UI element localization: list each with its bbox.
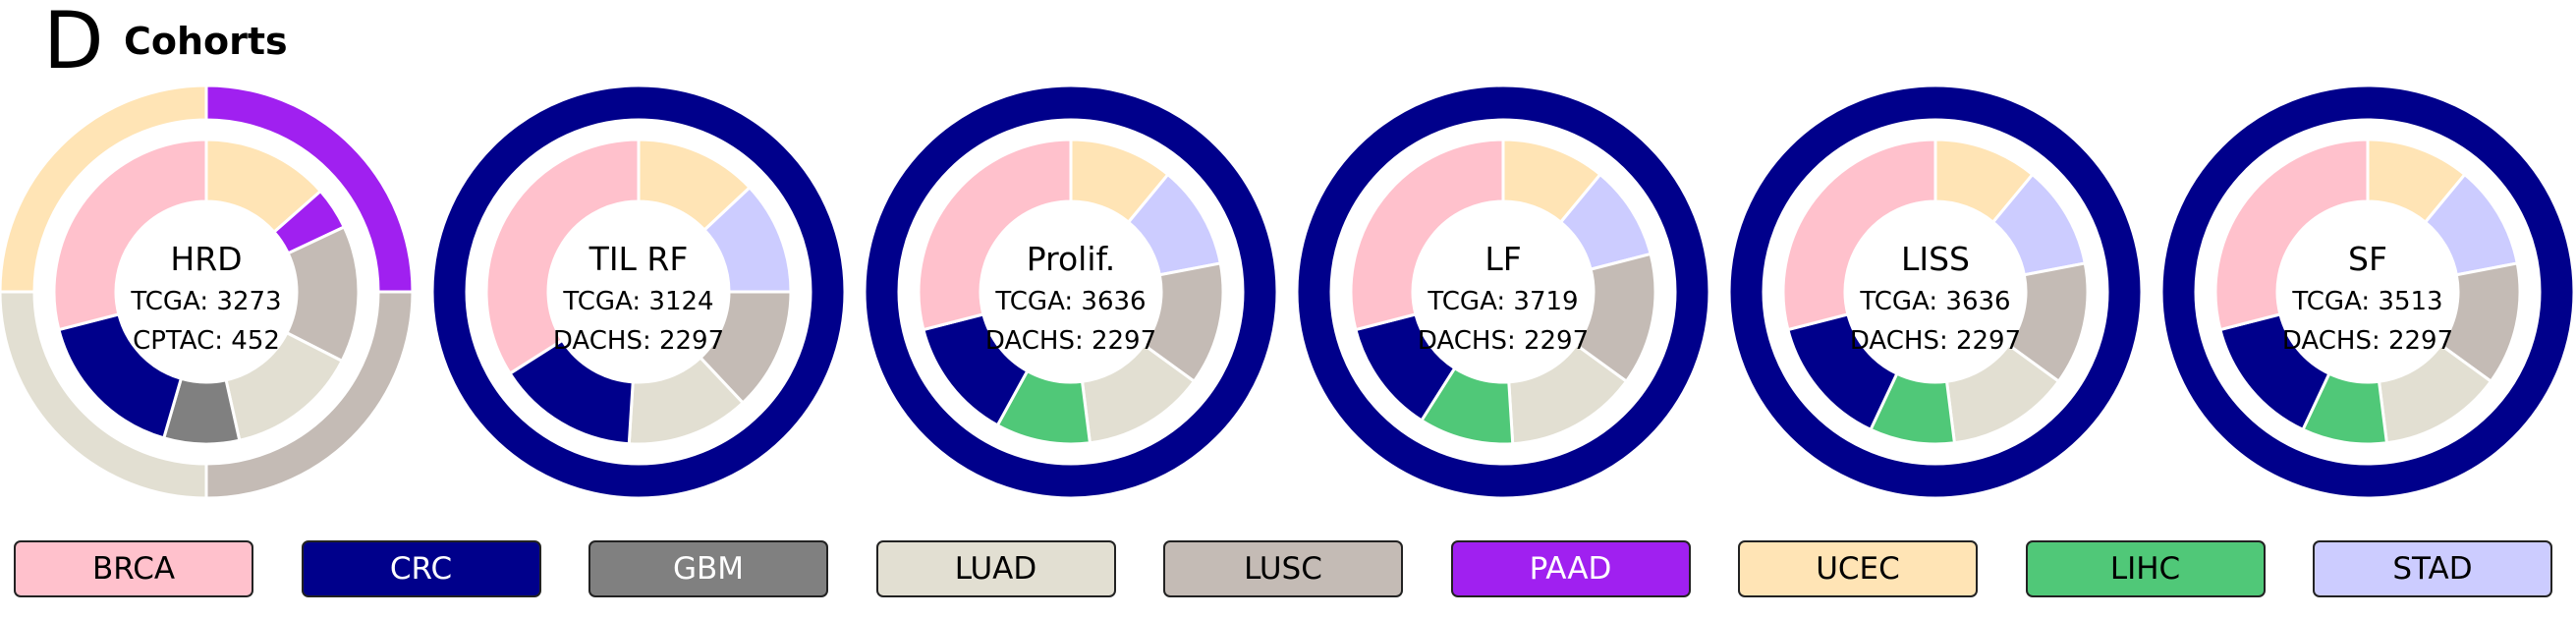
- outer-slice-crc: [1727, 84, 2144, 500]
- inner-slice-brca: [2213, 138, 2370, 332]
- cohort-count: DACHS: 2297: [2282, 326, 2453, 356]
- donut-title: Prolif.: [1027, 240, 1115, 278]
- legend-item-luad: LUAD: [875, 540, 1116, 597]
- panel-title: Cohorts: [124, 20, 288, 63]
- donut-chart-3: Prolif. TCGA: 3636 DACHS: 2297: [863, 84, 1279, 500]
- cohort-count: CPTAC: 452: [133, 326, 280, 356]
- cohort-count: TCGA: 3719: [1427, 287, 1578, 316]
- donut-chart-1: HRD TCGA: 3273 CPTAC: 452: [0, 84, 415, 500]
- donut-title: SF: [2348, 240, 2387, 278]
- outer-slice-crc: [863, 84, 1279, 500]
- cohort-count: DACHS: 2297: [1850, 326, 2021, 356]
- inner-slice-brca: [1349, 138, 1505, 332]
- legend-item-gbm: GBM: [588, 540, 828, 597]
- donut-title: LISS: [1901, 240, 1970, 278]
- outer-slice-crc: [430, 84, 847, 500]
- legend-item-lusc: LUSC: [1163, 540, 1403, 597]
- donut-title: LF: [1484, 240, 1521, 278]
- outer-slice-crc: [1295, 84, 1711, 500]
- inner-slice-brca: [52, 138, 208, 332]
- cohort-donut-charts: HRD TCGA: 3273 CPTAC: 452 TIL RF TCGA: 3124 D…: [0, 84, 2576, 500]
- inner-slice-brca: [1781, 138, 1937, 332]
- cohort-count: DACHS: 2297: [985, 326, 1156, 356]
- cohort-count: DACHS: 2297: [553, 326, 724, 356]
- inner-slice-brca: [484, 138, 641, 376]
- outer-slice-ucec: [0, 84, 208, 294]
- panel-letter: D: [43, 0, 104, 86]
- cohort-count: TCGA: 3636: [994, 287, 1146, 316]
- cohort-count: TCGA: 3124: [562, 287, 713, 316]
- outer-slice-crc: [2159, 84, 2576, 500]
- legend-item-stad: STAD: [2313, 540, 2552, 597]
- donut-title: TIL RF: [588, 240, 689, 278]
- inner-slice-brca: [917, 138, 1073, 332]
- donut-chart-6: SF TCGA: 3513 DACHS: 2297: [2159, 84, 2576, 500]
- legend-item-lihc: LIHC: [2025, 540, 2266, 597]
- donut-title: HRD: [170, 240, 242, 278]
- cohort-count: TCGA: 3513: [2291, 287, 2442, 316]
- cohort-count: TCGA: 3636: [1859, 287, 2010, 316]
- legend-item-ucec: UCEC: [1738, 540, 1978, 597]
- legend-item-brca: BRCA: [14, 540, 253, 597]
- legend-item-crc: CRC: [301, 540, 541, 597]
- cohort-count: TCGA: 3273: [130, 287, 281, 316]
- donut-chart-4: LF TCGA: 3719 DACHS: 2297: [1295, 84, 1711, 500]
- donut-chart-5: LISS TCGA: 3636 DACHS: 2297: [1727, 84, 2144, 500]
- legend-item-paad: PAAD: [1450, 540, 1691, 597]
- cohort-count: DACHS: 2297: [1418, 326, 1589, 356]
- donut-chart-2: TIL RF TCGA: 3124 DACHS: 2297: [430, 84, 847, 500]
